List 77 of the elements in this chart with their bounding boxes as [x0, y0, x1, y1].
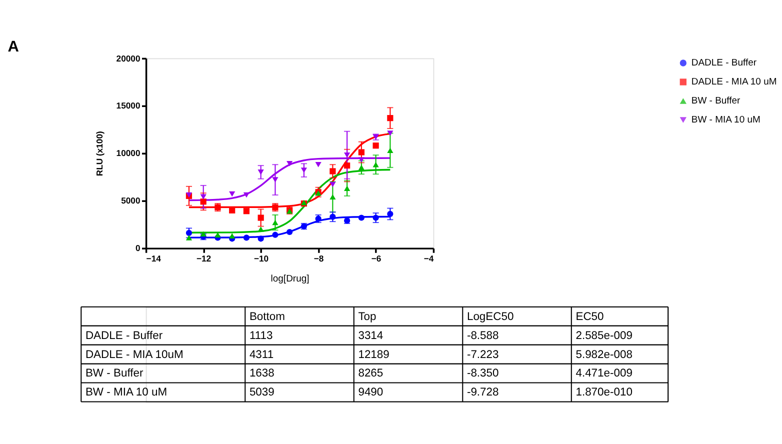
text: 9490 — [358, 386, 384, 399]
point — [372, 214, 379, 221]
text: 8265 — [358, 368, 384, 380]
point — [200, 198, 206, 205]
text: 2.585e-009 — [576, 330, 632, 342]
point — [229, 191, 236, 197]
text: -8.588 — [466, 330, 499, 342]
point — [315, 162, 322, 168]
point — [330, 168, 336, 174]
text: 1638 — [249, 368, 274, 380]
point — [387, 210, 394, 218]
point — [330, 182, 336, 188]
y-tick-label: 0 — [135, 243, 140, 254]
point — [272, 232, 278, 238]
point — [330, 214, 336, 220]
point — [358, 214, 364, 221]
point — [358, 164, 364, 170]
x-tick-label: −14 — [146, 254, 162, 264]
point — [272, 220, 278, 226]
legend-label: DADLE - MIA 10 uM — [691, 76, 777, 88]
text: 12189 — [358, 348, 390, 361]
category-label: BW - Buffer — [85, 368, 144, 380]
text: 1113 — [249, 330, 273, 342]
point — [372, 142, 379, 149]
legend-label: BW - Buffer — [691, 96, 740, 107]
point — [344, 152, 350, 158]
point — [258, 226, 264, 232]
text: 5.982e-008 — [576, 348, 632, 361]
point — [358, 149, 364, 156]
y-tick-label: 20000 — [116, 53, 140, 64]
point — [243, 208, 250, 214]
text: 3314 — [358, 330, 384, 342]
point — [330, 194, 336, 200]
point — [258, 170, 264, 175]
point — [258, 236, 264, 242]
category-label: Top — [358, 310, 376, 323]
text: 1.870e-010 — [576, 386, 632, 399]
category-label: LogEC50 — [466, 310, 514, 323]
category-label: Bottom — [249, 310, 285, 323]
text: A — [8, 38, 19, 56]
category-label: DADLE - MIA 10uM — [85, 348, 184, 361]
point — [344, 162, 350, 169]
text: 5039 — [249, 386, 274, 399]
y-tick-label: 15000 — [116, 100, 140, 111]
point — [358, 157, 364, 162]
category-label: EC50 — [576, 310, 604, 323]
y-tick-label: 5000 — [121, 196, 140, 206]
category-label: DADLE - Buffer — [85, 330, 163, 342]
point — [258, 214, 264, 221]
point — [387, 148, 394, 153]
point — [200, 231, 206, 237]
point — [200, 194, 206, 200]
point — [272, 177, 278, 182]
text: -8.350 — [466, 368, 499, 380]
point — [387, 115, 394, 122]
legend-label: BW - MIA 10 uM — [691, 114, 761, 126]
legend-label: DADLE - Buffer — [691, 58, 757, 69]
point — [286, 228, 293, 236]
point — [344, 186, 350, 191]
text: -9.728 — [466, 386, 499, 399]
x-tick-label: −6 — [371, 254, 382, 264]
x-tick-label: −4 — [424, 254, 434, 264]
point — [243, 192, 250, 198]
category-label: BW - MIA 10 uM — [85, 386, 168, 399]
x-axis-title: log[Drug] — [270, 273, 310, 284]
point — [243, 234, 250, 241]
y-axis-title: RLU (x100) — [94, 130, 104, 176]
point — [300, 168, 308, 173]
point — [286, 160, 293, 166]
x-tick-label: −8 — [314, 254, 324, 264]
text: 4311 — [249, 348, 274, 361]
text: 4.471e-009 — [576, 368, 632, 380]
text: -7.223 — [466, 348, 499, 361]
point — [229, 233, 236, 238]
y-tick-label: 10000 — [116, 148, 140, 158]
x-tick-label: −10 — [254, 254, 269, 264]
x-tick-label: −12 — [196, 254, 212, 264]
